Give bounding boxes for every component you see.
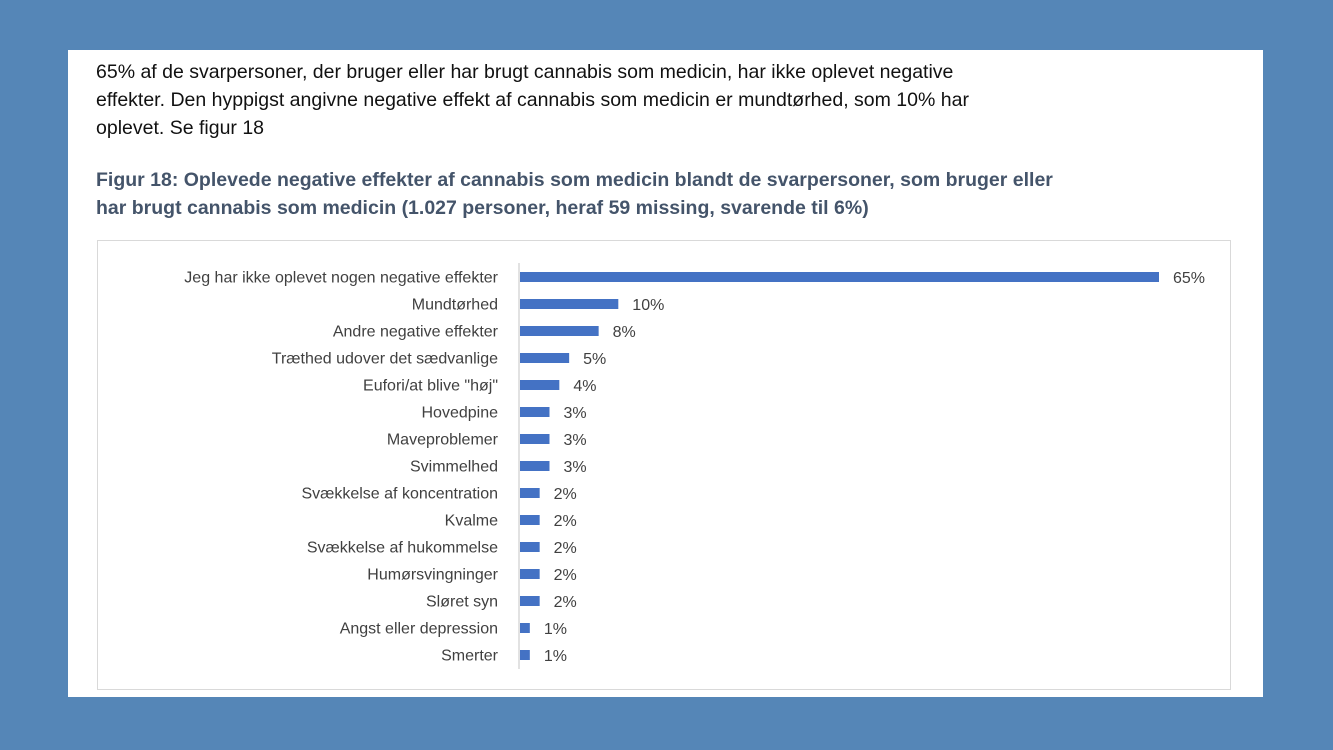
data-label: 10%: [632, 297, 664, 314]
bar: [520, 515, 540, 525]
bar: [520, 569, 540, 579]
data-label: 4%: [573, 378, 596, 395]
category-label: Træthed udover det sædvanlige: [272, 351, 498, 368]
category-label: Jeg har ikke oplevet nogen negative effe…: [184, 270, 498, 287]
data-label: 8%: [613, 324, 636, 341]
category-label: Smerter: [441, 648, 499, 665]
intro-line-1: 65% af de svarpersoner, der bruger eller…: [96, 61, 954, 83]
intro-line-2: effekter. Den hyppigst angivne negative …: [96, 89, 969, 111]
bar: [520, 299, 619, 309]
category-label: Mundtørhed: [412, 297, 498, 314]
intro-paragraph: 65% af de svarpersoner, der bruger eller…: [96, 58, 1206, 142]
category-label: Kvalme: [445, 513, 498, 530]
category-label: Hovedpine: [422, 405, 499, 422]
data-label: 5%: [583, 351, 606, 368]
category-label: Svimmelhed: [410, 459, 498, 476]
data-label: 1%: [544, 648, 567, 665]
category-label: Eufori/at blive "høj": [363, 378, 498, 395]
document-page: 65% af de svarpersoner, der bruger eller…: [68, 50, 1263, 697]
bar: [520, 542, 540, 552]
chart-container: Jeg har ikke oplevet nogen negative effe…: [97, 240, 1231, 690]
bar: [520, 488, 540, 498]
category-label: Angst eller depression: [340, 621, 498, 638]
bar: [520, 434, 550, 444]
bar: [520, 407, 550, 417]
figure-title-line-2: har brugt cannabis som medicin (1.027 pe…: [96, 197, 869, 219]
data-label: 3%: [563, 405, 586, 422]
bar: [520, 326, 599, 336]
data-label: 3%: [563, 459, 586, 476]
data-label: 2%: [554, 594, 577, 611]
intro-line-3: oplevet. Se figur 18: [96, 117, 265, 139]
figure-title: Figur 18: Oplevede negative effekter af …: [96, 166, 1236, 222]
category-label: Svækkelse af koncentration: [301, 486, 498, 503]
category-label: Svækkelse af hukommelse: [307, 540, 498, 557]
category-label: Maveproblemer: [387, 432, 499, 449]
bar: [520, 272, 1159, 282]
data-label: 2%: [554, 567, 577, 584]
bar: [520, 623, 530, 633]
bar: [520, 650, 530, 660]
figure-title-line-1: Figur 18: Oplevede negative effekter af …: [96, 169, 1053, 191]
bar: [520, 461, 550, 471]
data-label: 65%: [1173, 270, 1205, 287]
bar: [520, 353, 570, 363]
data-label: 3%: [563, 432, 586, 449]
category-label: Andre negative effekter: [333, 324, 499, 341]
category-label: Humørsvingninger: [367, 567, 498, 584]
category-label: Sløret syn: [426, 594, 498, 611]
bar-chart: Jeg har ikke oplevet nogen negative effe…: [184, 263, 1205, 669]
data-label: 2%: [554, 486, 577, 503]
data-label: 2%: [554, 513, 577, 530]
bar: [520, 380, 560, 390]
bar: [520, 596, 540, 606]
data-label: 2%: [554, 540, 577, 557]
data-label: 1%: [544, 621, 567, 638]
